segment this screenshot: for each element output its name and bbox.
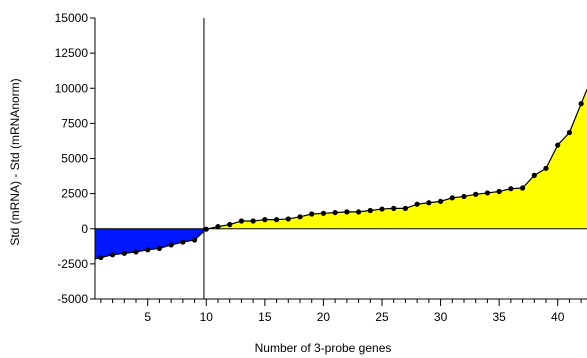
- data-point: [367, 207, 373, 214]
- data-point: [215, 224, 221, 230]
- data-point: [191, 237, 198, 243]
- data-point: [344, 209, 350, 215]
- y-tick-label: 0: [81, 222, 88, 236]
- x-tick-label: 15: [258, 310, 272, 324]
- axes: [94, 18, 587, 300]
- data-point: [426, 200, 432, 206]
- area-fills: [95, 89, 587, 259]
- y-axis-title: Std (mRNA) - Std (mRNAnorm): [8, 78, 22, 245]
- y-tick-label: -2500: [57, 257, 88, 271]
- y-tick-label: -5000: [57, 292, 88, 306]
- data-point: [133, 249, 139, 255]
- data-point: [145, 247, 151, 253]
- data-point: [578, 101, 584, 107]
- data-point: [273, 217, 280, 223]
- data-point: [332, 209, 338, 216]
- x-axis-title: Number of 3-probe genes: [255, 341, 392, 355]
- data-point: [156, 245, 163, 252]
- data-point: [531, 172, 537, 178]
- data-point: [168, 242, 174, 248]
- data-point: [227, 221, 233, 228]
- positive-area: [208, 89, 587, 229]
- x-tick-label: 20: [317, 310, 331, 324]
- data-point: [519, 185, 526, 191]
- y-tick-label: 12500: [55, 46, 89, 60]
- y-tick-label: 7500: [61, 116, 88, 130]
- data-point: [496, 188, 502, 195]
- data-point: [309, 211, 315, 217]
- data-point: [543, 165, 549, 171]
- data-point: [121, 250, 127, 256]
- x-tick-label: 10: [200, 310, 214, 324]
- y-tick-label: 5000: [61, 152, 88, 166]
- data-point: [484, 190, 491, 196]
- x-tick-label: 35: [492, 310, 506, 324]
- data-point: [402, 205, 409, 211]
- y-tick-label: 10000: [55, 81, 89, 95]
- data-point: [109, 252, 116, 258]
- data-point: [391, 205, 397, 211]
- data-point: [297, 214, 303, 220]
- data-point: [566, 129, 573, 136]
- data-point: [461, 193, 467, 200]
- y-tick-label: 15000: [55, 11, 89, 25]
- data-point: [262, 217, 268, 223]
- y-tick-label: 2500: [61, 187, 88, 201]
- data-point: [379, 206, 385, 212]
- ticks: -5000 -2500 0 2500 5000 7500 10000 12500 15000 5 1…: [55, 11, 582, 324]
- data-point: [320, 210, 327, 216]
- x-tick-label: 30: [434, 310, 448, 324]
- data-point: [473, 191, 479, 197]
- data-point: [355, 209, 362, 215]
- x-tick-label: 40: [551, 310, 565, 324]
- x-tick-label: 25: [375, 310, 389, 324]
- data-point: [414, 201, 420, 207]
- data-point: [250, 218, 256, 224]
- data-point: [437, 198, 444, 204]
- x-tick-label: 5: [144, 310, 151, 324]
- data-point: [449, 195, 455, 201]
- data-point: [285, 216, 291, 222]
- data-point: [98, 254, 104, 261]
- series-markers: [98, 101, 584, 261]
- data-point: [238, 218, 245, 224]
- data-point: [555, 142, 561, 148]
- data-point: [180, 239, 186, 245]
- data-point: [508, 186, 514, 192]
